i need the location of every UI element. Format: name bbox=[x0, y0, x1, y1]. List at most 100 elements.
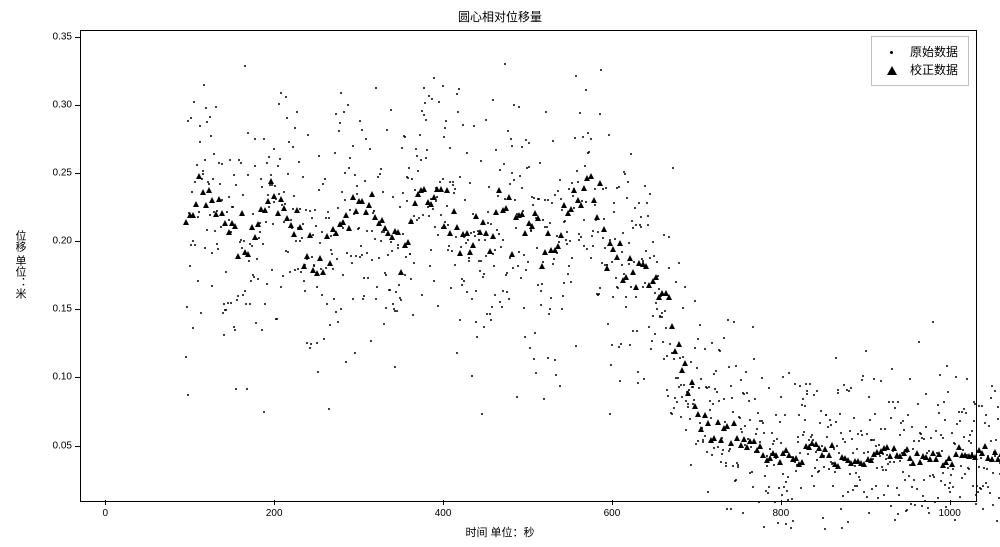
corrected-point bbox=[604, 265, 610, 271]
raw-point bbox=[447, 249, 449, 251]
raw-point bbox=[576, 170, 578, 172]
raw-point bbox=[634, 207, 636, 209]
raw-point bbox=[287, 173, 289, 175]
raw-point bbox=[561, 308, 563, 310]
raw-point bbox=[887, 485, 889, 487]
raw-point bbox=[963, 436, 965, 438]
raw-point bbox=[242, 194, 244, 196]
raw-point bbox=[861, 379, 863, 381]
raw-point bbox=[473, 125, 475, 127]
raw-point bbox=[336, 258, 338, 260]
raw-point bbox=[334, 152, 336, 154]
raw-point bbox=[311, 217, 313, 219]
raw-point bbox=[262, 243, 264, 245]
raw-point bbox=[490, 223, 492, 225]
raw-point bbox=[362, 298, 364, 300]
raw-point bbox=[452, 181, 454, 183]
raw-point bbox=[715, 370, 717, 372]
corrected-point bbox=[982, 443, 988, 449]
raw-point bbox=[426, 149, 428, 151]
raw-point bbox=[875, 485, 877, 487]
corrected-point bbox=[333, 230, 339, 236]
corrected-point bbox=[353, 208, 359, 214]
raw-point bbox=[328, 408, 330, 410]
raw-point bbox=[212, 178, 214, 180]
raw-point bbox=[440, 214, 442, 216]
raw-point bbox=[958, 411, 960, 413]
triangle-icon bbox=[882, 66, 902, 75]
raw-point bbox=[553, 258, 555, 260]
raw-point bbox=[483, 273, 485, 275]
raw-point bbox=[617, 287, 619, 289]
raw-point bbox=[534, 332, 536, 334]
raw-point bbox=[397, 244, 399, 246]
y-tick-label: 0.25 bbox=[44, 168, 72, 179]
raw-point bbox=[787, 499, 789, 501]
corrected-point bbox=[477, 229, 483, 235]
raw-point bbox=[868, 512, 870, 514]
raw-point bbox=[682, 356, 684, 358]
raw-point bbox=[313, 264, 315, 266]
raw-point bbox=[786, 490, 788, 492]
raw-point bbox=[897, 401, 899, 403]
raw-point bbox=[235, 388, 237, 390]
raw-point bbox=[590, 257, 592, 259]
raw-point bbox=[681, 396, 683, 398]
raw-point bbox=[615, 277, 617, 279]
raw-point bbox=[294, 127, 296, 129]
raw-point bbox=[485, 119, 487, 121]
raw-point bbox=[782, 376, 784, 378]
raw-point bbox=[591, 235, 593, 237]
raw-point bbox=[713, 447, 715, 449]
raw-point bbox=[797, 436, 799, 438]
raw-point bbox=[504, 63, 506, 65]
corrected-point bbox=[245, 251, 251, 257]
corrected-point bbox=[444, 187, 450, 193]
raw-point bbox=[338, 130, 340, 132]
raw-point bbox=[729, 448, 731, 450]
raw-point bbox=[628, 242, 630, 244]
raw-point bbox=[552, 263, 554, 265]
raw-point bbox=[720, 461, 722, 463]
raw-point bbox=[511, 145, 513, 147]
raw-point bbox=[273, 148, 275, 150]
corrected-point bbox=[891, 445, 897, 451]
raw-point bbox=[710, 417, 712, 419]
raw-point bbox=[946, 365, 948, 367]
raw-point bbox=[778, 487, 780, 489]
raw-point bbox=[515, 227, 517, 229]
raw-point bbox=[420, 159, 422, 161]
raw-point bbox=[407, 177, 409, 179]
raw-point bbox=[797, 441, 799, 443]
raw-point bbox=[880, 428, 882, 430]
corrected-point bbox=[757, 443, 763, 449]
raw-point bbox=[687, 406, 689, 408]
corrected-point bbox=[884, 444, 890, 450]
raw-point bbox=[380, 168, 382, 170]
raw-point bbox=[794, 383, 796, 385]
raw-point bbox=[430, 249, 432, 251]
corrected-point bbox=[219, 210, 225, 216]
raw-point bbox=[460, 246, 462, 248]
corrected-point bbox=[346, 225, 352, 231]
raw-point bbox=[644, 185, 646, 187]
raw-point bbox=[412, 314, 414, 316]
raw-point bbox=[713, 373, 715, 375]
raw-point bbox=[544, 199, 546, 201]
raw-point bbox=[815, 451, 817, 453]
raw-point bbox=[585, 201, 587, 203]
corrected-point bbox=[676, 341, 682, 347]
raw-point bbox=[963, 408, 965, 410]
raw-point bbox=[311, 256, 313, 258]
raw-point bbox=[365, 138, 367, 140]
raw-point bbox=[342, 227, 344, 229]
raw-point bbox=[690, 464, 692, 466]
raw-point bbox=[863, 491, 865, 493]
raw-point bbox=[961, 477, 963, 479]
raw-point bbox=[442, 178, 444, 180]
raw-point bbox=[528, 166, 530, 168]
raw-point bbox=[283, 191, 285, 193]
raw-point bbox=[728, 366, 730, 368]
raw-point bbox=[866, 496, 868, 498]
raw-point bbox=[549, 222, 551, 224]
